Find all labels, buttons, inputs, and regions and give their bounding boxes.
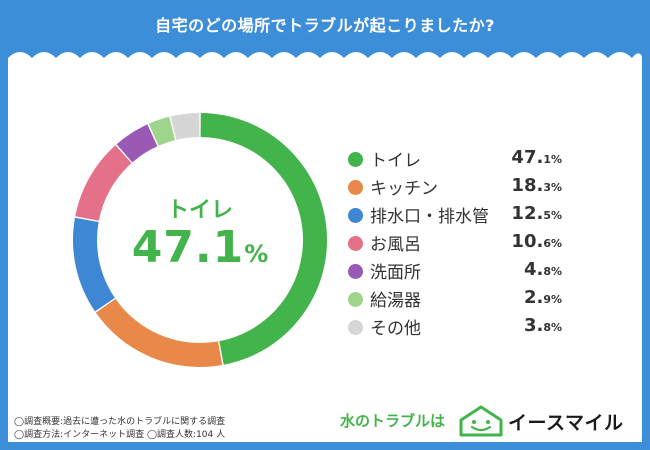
legend-label: トイレ [370, 151, 421, 171]
brand-caption: 水のトラブルは [340, 412, 446, 430]
legend-marker [348, 320, 363, 335]
brand-name: イースマイル [508, 412, 624, 434]
legend-value: 2.9% [524, 287, 562, 308]
legend-item: その他 3.8% [348, 314, 568, 342]
legend-value: 10.6% [511, 231, 562, 252]
legend-value: 47.1% [511, 147, 562, 168]
legend-value-decimal: 9% [543, 293, 562, 306]
legend-value-main: 4. [523, 259, 544, 280]
donut-slice-2 [73, 217, 115, 312]
legend-item: 排水口・排水管 12.5% [348, 202, 568, 230]
donut-slice-3 [75, 145, 132, 221]
chart-title: 自宅のどの場所でトラブルが起こりましたか? [155, 16, 495, 35]
donut-slice-5 [148, 116, 176, 146]
legend-marker [348, 152, 363, 167]
legend-value: 4.8% [524, 259, 562, 280]
legend-item: 洗面所 4.8% [348, 258, 568, 286]
legend-value-decimal: 8% [543, 265, 562, 278]
donut-slice-6 [170, 113, 200, 140]
legend-label: 排水口・排水管 [370, 207, 489, 227]
legend-value: 3.8% [524, 315, 562, 336]
house-smile-icon [459, 405, 503, 437]
center-value-number: 47.1 [131, 222, 245, 273]
legend-label: 洗面所 [370, 263, 421, 283]
legend-marker [348, 236, 363, 251]
legend: トイレ 47.1% キッチン 18.3% 排水口・排水管 12.5% お風呂 10.6% 洗面所… [348, 146, 568, 342]
legend-value-decimal: 6% [543, 237, 562, 250]
legend-label: 給湯器 [370, 291, 421, 311]
survey-summary: ◯調査概要:過去に遭った水のトラブルに関する調査 [14, 417, 226, 427]
legend-item: キッチン 18.3% [348, 174, 568, 202]
legend-value: 18.3% [511, 175, 562, 196]
legend-marker [348, 292, 363, 307]
donut-slice-1 [95, 298, 223, 367]
legend-value-main: 18. [511, 175, 544, 196]
center-value: 47.1% [100, 222, 300, 273]
legend-value-main: 12. [511, 203, 544, 224]
legend-label: キッチン [370, 179, 438, 199]
legend-marker [348, 264, 363, 279]
legend-value-main: 2. [523, 287, 544, 308]
legend-item: トイレ 47.1% [348, 146, 568, 174]
legend-value-decimal: 3% [543, 181, 562, 194]
legend-value-main: 3. [523, 315, 544, 336]
center-value-unit: % [244, 240, 269, 268]
legend-label: その他 [370, 319, 421, 339]
legend-label: お風呂 [370, 235, 421, 255]
legend-value-decimal: 8% [543, 321, 562, 334]
legend-item: 給湯器 2.9% [348, 286, 568, 314]
legend-marker [348, 180, 363, 195]
legend-marker [348, 208, 363, 223]
donut-slice-4 [116, 124, 158, 163]
legend-value-main: 47. [511, 147, 544, 168]
center-label: トイレ [166, 198, 233, 223]
legend-value: 12.5% [511, 203, 562, 224]
legend-value-decimal: 1% [543, 153, 562, 166]
legend-value-main: 10. [511, 231, 544, 252]
legend-value-decimal: 5% [543, 209, 562, 222]
survey-method: ◯調査方法:インターネット調査 ◯調査人数:104 人 [14, 430, 226, 440]
donut-slice-0 [200, 113, 328, 365]
donut-chart [73, 113, 328, 367]
legend-item: お風呂 10.6% [348, 230, 568, 258]
